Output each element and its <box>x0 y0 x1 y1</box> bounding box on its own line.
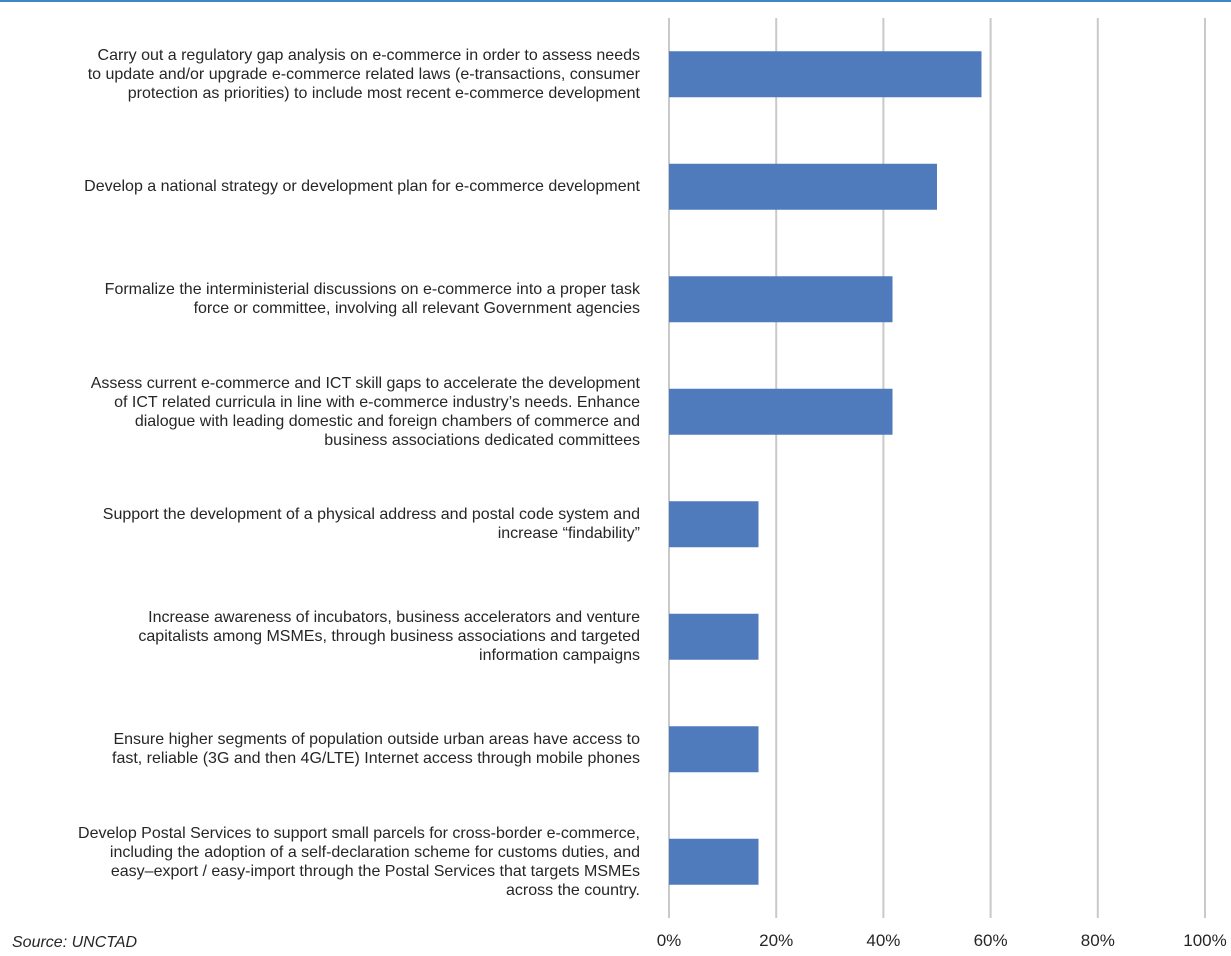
category-label-line: Formalize the interministerial discussio… <box>104 281 640 299</box>
category-label: Support the development of a physical ad… <box>0 505 640 543</box>
category-label-line: Assess current e-commerce and ICT skill … <box>90 374 640 392</box>
category-label-line: across the country. <box>506 881 640 899</box>
category-label-line: to update and/or upgrade e-commerce rela… <box>87 65 640 83</box>
category-label-line: Develop a national strategy or developme… <box>84 178 640 196</box>
category-label-line: business associations dedicated committe… <box>324 431 640 449</box>
bars <box>669 51 982 885</box>
category-label-line: Increase awareness of incubators, busine… <box>148 609 640 627</box>
x-tick-label: 20% <box>759 931 793 950</box>
category-label-line: force or committee, involving all releva… <box>193 300 640 318</box>
category-label: Assess current e-commerce and ICT skill … <box>0 374 640 450</box>
bar <box>669 726 759 773</box>
category-label-line: Develop Postal Services to support small… <box>78 824 640 842</box>
x-tick-label: 40% <box>866 931 900 950</box>
category-label-line: information campaigns <box>479 647 640 665</box>
category-label-line: Ensure higher segments of population out… <box>113 731 640 749</box>
category-label: Formalize the interministerial discussio… <box>0 280 640 318</box>
category-label-line: fast, reliable (3G and then 4G/LTE) Inte… <box>112 750 640 768</box>
x-tick-label: 100% <box>1183 931 1226 950</box>
category-label: Develop Postal Services to support small… <box>0 824 640 900</box>
category-label: Ensure higher segments of population out… <box>0 730 640 768</box>
category-label: Develop a national strategy or developme… <box>0 177 640 196</box>
bar <box>669 276 893 323</box>
source-note: Source: UNCTAD <box>12 934 138 951</box>
category-label-line: protection as priorities) to include mos… <box>127 84 640 102</box>
category-label: Increase awareness of incubators, busine… <box>0 608 640 665</box>
category-label-line: capitalists among MSMEs, through busines… <box>138 628 640 646</box>
bar <box>669 163 937 210</box>
category-label-line: of ICT related curricula in line with e-… <box>114 393 640 411</box>
category-label-line: dialogue with leading domestic and forei… <box>134 412 640 430</box>
category-label-line: Carry out a regulatory gap analysis on e… <box>97 46 640 64</box>
category-label-line: including the adoption of a self-declara… <box>109 843 640 861</box>
category-label-line: Support the development of a physical ad… <box>102 506 640 524</box>
bar <box>669 501 759 548</box>
category-label: Carry out a regulatory gap analysis on e… <box>0 46 640 103</box>
x-tick-label: 80% <box>1081 931 1115 950</box>
bar <box>669 613 759 660</box>
category-label-line: easy–export / easy-import through the Po… <box>110 862 640 880</box>
x-axis-ticks: 0% 20% 40% 60% 80% 100% <box>657 931 1227 950</box>
bar <box>669 388 893 435</box>
category-label-line: increase “findability” <box>497 525 640 543</box>
x-tick-label: 0% <box>657 931 682 950</box>
top-rule <box>0 0 1231 2</box>
gridlines <box>668 18 1206 918</box>
x-tick-label: 60% <box>974 931 1008 950</box>
bar <box>669 838 759 885</box>
bar <box>669 51 982 98</box>
